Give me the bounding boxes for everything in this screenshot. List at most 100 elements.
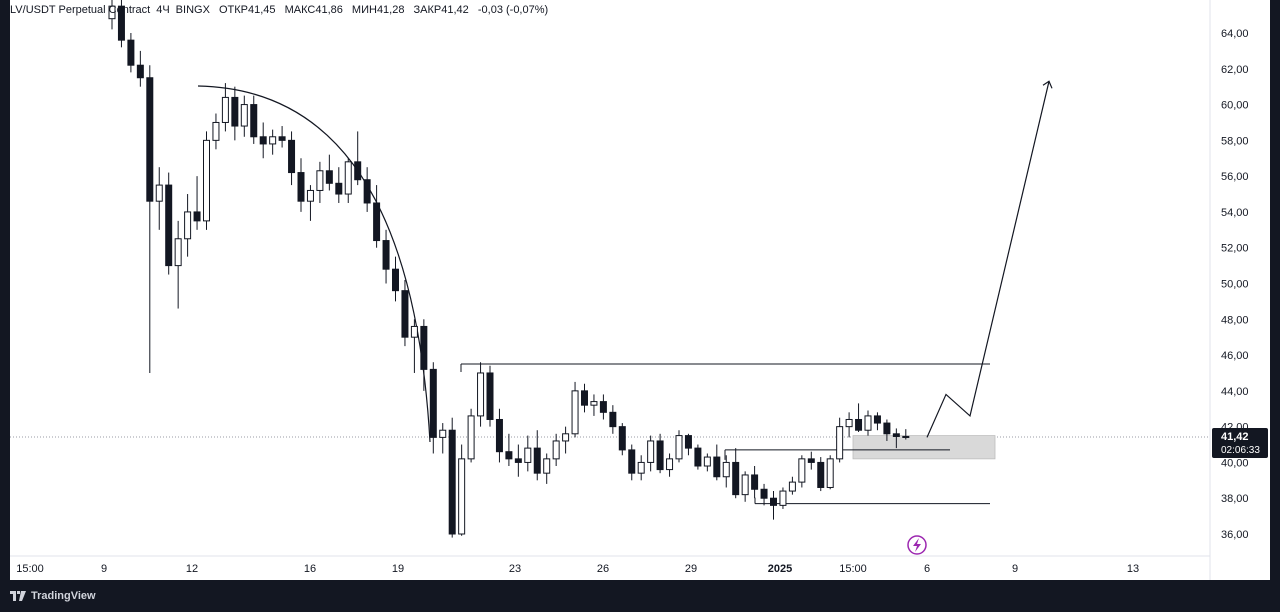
candle [335, 167, 343, 203]
legend-high-value: 41,86 [315, 4, 343, 16]
candle-body-up [722, 461, 730, 478]
price-tick-label: 60,00 [1221, 100, 1249, 112]
candle [779, 487, 787, 509]
candle [203, 131, 210, 230]
candles [108, 0, 910, 538]
candle [562, 426, 570, 454]
candle-body-up [571, 390, 579, 435]
legend-change: -0,03 (-0,07%) [477, 4, 549, 16]
legend-close-label: ЗАКР [413, 4, 442, 16]
legend-high-label: МАКС [284, 4, 316, 16]
time-axis[interactable]: 15:00 9 12 16 19 23 26 29 2025 15:00 6 9 13 [10, 535, 1210, 575]
candle-body-down [883, 422, 891, 435]
projection-path[interactable] [926, 81, 1050, 438]
lightning-event-icon[interactable] [907, 535, 927, 555]
candle-body-up [845, 418, 853, 428]
candle [581, 383, 588, 413]
candle-body-down [127, 39, 135, 66]
price-axis[interactable]: 64,00 62,00 60,00 58,00 56,00 54,00 52,00 50,00… [1209, 0, 1249, 580]
candlestick-chart[interactable]: 64,00 62,00 60,00 58,00 56,00 54,00 52,00 50,00… [0, 0, 1280, 580]
candle [155, 167, 163, 230]
candle [902, 429, 910, 440]
candle-body-up [108, 5, 116, 20]
candle-body-up [316, 170, 324, 191]
candle [656, 433, 664, 474]
candle [514, 444, 522, 477]
candle-body-down [892, 433, 900, 437]
demand-zone[interactable] [852, 435, 996, 460]
candle-body-up [174, 238, 182, 267]
candle-body-down [392, 268, 399, 292]
candle-body-down [429, 368, 437, 438]
candle [524, 435, 532, 472]
candle-body-down [873, 415, 881, 424]
legend-low-value: 41,28 [376, 4, 405, 16]
candle-body-up [184, 211, 192, 240]
candle-body-down [713, 456, 721, 478]
legend-high: МАКС41,86 [285, 4, 343, 16]
candle [297, 158, 305, 212]
candle-body-down [628, 449, 636, 474]
candle-body-up [779, 490, 787, 506]
legend-open: ОТКР41,45 [219, 4, 276, 16]
candle-body-up [212, 121, 220, 141]
tradingview-brand: TradingView [31, 590, 96, 602]
candle-body-down [382, 240, 390, 270]
candle [666, 453, 674, 477]
candle [174, 220, 182, 309]
candle-body-down [581, 390, 588, 406]
candle [136, 50, 144, 87]
candle [609, 405, 617, 434]
candle-body-down [373, 202, 381, 242]
candle [221, 83, 229, 132]
candle-body-up [306, 189, 314, 202]
price-tick-label: 46,00 [1221, 350, 1249, 362]
candle [363, 167, 371, 212]
candle-body-down [117, 5, 125, 41]
price-tick-label: 38,00 [1221, 493, 1249, 505]
price-tick-label: 44,00 [1221, 386, 1249, 398]
candle-body-down [514, 458, 522, 463]
candle [288, 131, 296, 186]
legend-exchange: BINGX [175, 4, 210, 16]
candle [108, 0, 116, 30]
candle [855, 403, 863, 433]
candle-body-up [590, 401, 598, 406]
time-tick-label: 15:00 [839, 563, 867, 575]
candle-body-down [855, 418, 863, 431]
candle-body-down [335, 182, 343, 195]
candle [477, 362, 485, 427]
candle [770, 491, 777, 520]
price-tick-label: 58,00 [1221, 135, 1249, 147]
candle-body-down [146, 77, 154, 202]
candle [259, 122, 267, 159]
candle [306, 185, 314, 221]
legend-symbol[interactable]: LV/USDT Perpetual Contract [10, 4, 151, 16]
candle-body-up [826, 458, 834, 488]
time-tick-label: 6 [924, 563, 930, 575]
legend-open-value: 41,45 [248, 4, 276, 16]
footer-bar: TradingView [0, 580, 1280, 612]
candle [883, 419, 891, 441]
time-tick-label: 9 [101, 563, 107, 575]
candle-body-down [420, 325, 428, 370]
legend-timeframe[interactable]: 4Ч [156, 4, 170, 16]
candle-body-down [656, 440, 664, 471]
price-tick-label: 64,00 [1221, 28, 1249, 40]
candle [864, 410, 872, 436]
tradingview-logo[interactable]: TradingView [10, 590, 96, 602]
time-tick-label: 2025 [768, 563, 792, 575]
candle [401, 279, 409, 347]
candle [250, 95, 258, 144]
candle [628, 444, 636, 481]
candle-body-down [760, 488, 768, 499]
candle [231, 86, 239, 141]
candle-body-up [203, 139, 210, 222]
price-tick-label: 48,00 [1221, 314, 1249, 326]
candle-body-up [467, 415, 475, 460]
candle-body-down [694, 447, 702, 467]
candle [382, 229, 390, 284]
candle [439, 423, 447, 454]
legend-low-label: МИН [351, 4, 377, 16]
candle [184, 194, 192, 257]
